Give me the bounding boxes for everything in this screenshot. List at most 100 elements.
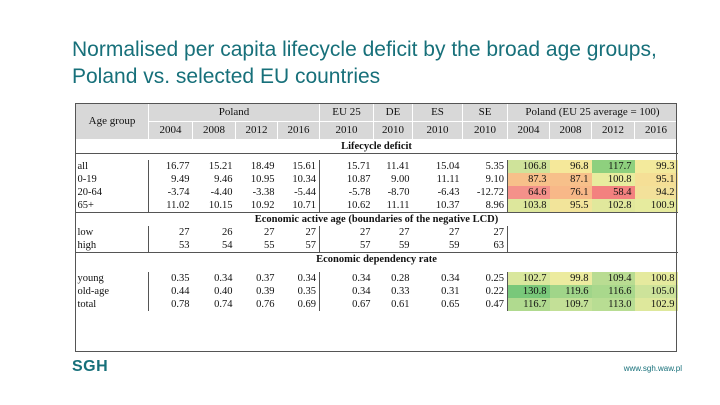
- value-cell: 0.78: [148, 298, 193, 311]
- header-row-groups: Age group Poland EU 25 DE ES SE Poland (…: [75, 103, 679, 140]
- index-cell: 116.7: [507, 298, 550, 311]
- value-cell: -8.70: [387, 187, 410, 198]
- deficit-table: Age group Poland EU 25 DE ES SE Poland (…: [75, 103, 679, 311]
- value-cell: 0.44: [148, 285, 193, 298]
- header-year: 2004: [507, 121, 550, 140]
- value-cell: 9.46: [214, 174, 233, 185]
- index-cell: 87.3: [507, 173, 550, 186]
- value-cell: 0.69: [297, 299, 316, 310]
- index-cell: 109.4: [591, 272, 635, 285]
- value-cell: 10.37: [435, 200, 460, 211]
- empty-cell: [550, 239, 592, 253]
- value-cell: 0.22: [485, 286, 504, 297]
- header-row-years: 2004 2008 2012 2016 2010 2010 2010 2010 2004 2008…: [76, 121, 679, 140]
- value-cell: 63: [493, 240, 505, 251]
- value-cell: 0.35: [297, 286, 316, 297]
- value-cell: 10.71: [292, 200, 316, 211]
- index-cell: 76.1: [549, 186, 592, 199]
- value-cell: 10.95: [250, 174, 275, 185]
- header-year: 2010: [373, 121, 413, 140]
- value-cell: 15.04: [435, 161, 460, 172]
- footer-url[interactable]: www.sgh.waw.pl: [623, 364, 682, 373]
- value-cell: 18.49: [250, 161, 275, 172]
- table-row: 65+ 11.02 10.15 10.92 10.71 10.62 11.11 10.37 8.…: [76, 199, 678, 213]
- header-year: 2012: [591, 121, 635, 140]
- value-cell: 0.31: [441, 286, 460, 297]
- empty-cell: [592, 239, 635, 253]
- index-cell: 95.5: [549, 199, 592, 213]
- value-cell: 27: [449, 227, 460, 238]
- value-cell: 26: [222, 227, 233, 238]
- index-cell: 102.8: [591, 199, 635, 213]
- table-row: total 0.78 0.74 0.76 0.69 0.67 0.61 0.65 0.47 116…: [76, 298, 678, 311]
- spacer: [75, 153, 678, 160]
- value-cell: 0.61: [391, 299, 410, 310]
- table-row: 0-19 9.49 9.46 10.95 10.34 10.87 9.00 11.11 9.10…: [76, 173, 678, 186]
- value-cell: 0.76: [256, 299, 275, 310]
- empty-cell: [635, 239, 678, 253]
- empty-cell: [507, 226, 550, 239]
- index-cell: 117.7: [591, 160, 635, 173]
- header-year: 2010: [319, 121, 374, 140]
- header-year: 2004: [148, 121, 193, 140]
- value-cell: 27: [264, 227, 275, 238]
- index-cell: 95.1: [634, 173, 678, 186]
- table-row: high 53 54 55 57 57 59 59 63: [76, 239, 678, 253]
- value-cell: 10.15: [208, 200, 233, 211]
- value-cell: 15.71: [319, 160, 374, 173]
- value-cell: 5.35: [485, 161, 504, 172]
- index-cell: 87.1: [549, 173, 592, 186]
- value-cell: 0.39: [256, 286, 275, 297]
- index-cell: 130.8: [507, 285, 550, 298]
- value-cell: 15.21: [208, 161, 233, 172]
- index-cell: 116.6: [591, 285, 635, 298]
- value-cell: 54: [222, 240, 233, 251]
- table-body: Age group Poland EU 25 DE ES SE Poland (…: [75, 103, 679, 311]
- header-year: 2016: [277, 121, 320, 140]
- header-year: 2010: [412, 121, 463, 140]
- index-cell: 119.6: [549, 285, 592, 298]
- section-lifecycle-deficit: Lifecycle deficit: [341, 141, 412, 152]
- value-cell: 0.74: [214, 299, 233, 310]
- index-cell: 102.7: [507, 272, 550, 285]
- value-cell: 11.11: [436, 174, 460, 185]
- value-cell: 27: [305, 227, 317, 238]
- value-cell: 53: [148, 239, 193, 253]
- value-cell: 10.87: [319, 173, 374, 186]
- header-year: 2008: [549, 121, 592, 140]
- section-dependency-rate-row: Economic dependency rate: [75, 252, 678, 266]
- value-cell: 0.28: [391, 273, 410, 284]
- index-cell: 96.8: [549, 160, 592, 173]
- value-cell: 57: [319, 239, 374, 253]
- index-cell: 102.9: [634, 298, 678, 311]
- value-cell: 27: [319, 226, 374, 239]
- sgh-logo: SGH: [72, 358, 109, 375]
- row-label: high: [77, 240, 97, 251]
- spacer-row: [75, 153, 678, 160]
- row-label: old-age: [77, 286, 110, 297]
- value-cell: 0.35: [148, 272, 193, 285]
- index-cell: 113.0: [591, 298, 635, 311]
- table-row: young 0.35 0.34 0.37 0.34 0.34 0.28 0.34 0.25 102…: [76, 272, 678, 285]
- index-cell: 58.4: [591, 186, 635, 199]
- value-cell: 9.00: [391, 174, 410, 185]
- value-cell: 0.34: [297, 273, 316, 284]
- index-cell: 64.6: [507, 186, 550, 199]
- value-cell: 0.25: [485, 273, 504, 284]
- value-cell: -12.72: [476, 187, 504, 198]
- value-cell: 27: [148, 226, 193, 239]
- index-cell: 100.8: [591, 173, 635, 186]
- value-cell: 0.34: [214, 273, 233, 284]
- header-group-se: SE: [462, 103, 508, 122]
- empty-cell: [550, 226, 592, 239]
- value-cell: 11.41: [386, 161, 410, 172]
- header-group-de: DE: [373, 103, 413, 122]
- value-cell: 10.92: [250, 200, 275, 211]
- header-year: 2010: [462, 121, 508, 140]
- value-cell: 0.34: [319, 285, 374, 298]
- index-cell: 100.9: [634, 199, 678, 213]
- value-cell: 10.62: [319, 199, 374, 213]
- value-cell: 15.61: [292, 161, 316, 172]
- row-label: total: [77, 299, 97, 310]
- value-cell: 11.11: [386, 200, 410, 211]
